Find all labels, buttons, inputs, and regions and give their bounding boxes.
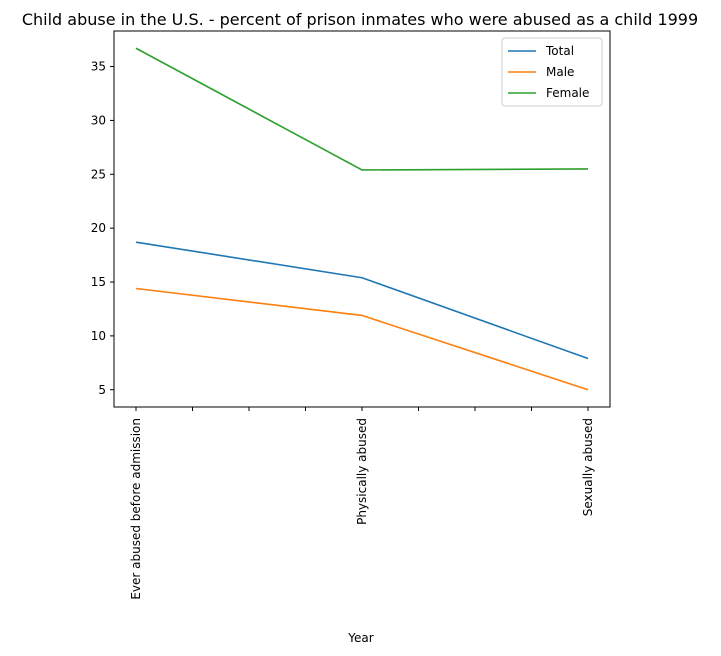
y-tick-label: 5 — [98, 383, 106, 397]
y-tick-label: 35 — [91, 60, 106, 74]
x-tick-label: Sexually abused — [581, 418, 595, 516]
y-tick-label: 25 — [91, 167, 106, 181]
y-tick-label: 30 — [91, 113, 106, 127]
chart-title: Child abuse in the U.S. - percent of pri… — [22, 10, 698, 29]
legend-label-male: Male — [546, 65, 574, 79]
series-line-total — [135, 241, 589, 360]
y-tick-label: 15 — [91, 275, 106, 289]
series-lines — [135, 47, 589, 391]
y-tick-label: 20 — [91, 221, 106, 235]
x-tick-label: Ever abused before admission — [129, 418, 143, 600]
legend-label-female: Female — [546, 86, 589, 100]
series-line-male — [135, 287, 589, 391]
legend-label-total: Total — [545, 44, 574, 58]
x-axis-label: Year — [347, 631, 373, 645]
legend: Total Male Female — [501, 37, 603, 107]
x-axis: Ever abused before admission Physically a… — [129, 407, 595, 600]
legend-box — [501, 37, 603, 107]
y-axis: 5 10 15 20 25 30 35 — [91, 60, 114, 397]
x-tick-label: Physically abused — [355, 418, 369, 525]
series-line-female — [135, 47, 589, 171]
y-tick-label: 10 — [91, 329, 106, 343]
